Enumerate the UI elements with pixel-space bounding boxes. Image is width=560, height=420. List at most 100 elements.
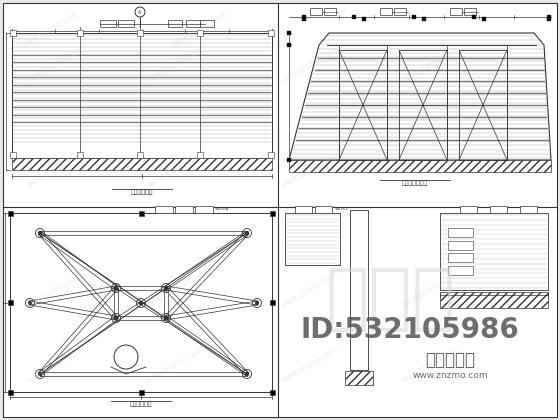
Bar [459,50,507,160]
Bar [200,20,214,27]
Circle shape [245,372,249,376]
Bar [440,213,548,290]
Text: A: A [138,10,142,15]
Bar [380,8,392,15]
Bar [7,389,12,394]
Text: www.znzmo.com: www.znzmo.com [280,150,340,190]
Bar [12,158,272,170]
Circle shape [28,301,32,305]
Bar [175,206,193,213]
Text: ID:532105986: ID:532105986 [301,316,519,344]
Bar [399,50,447,160]
Circle shape [38,372,42,376]
Text: www.znzmo.com: www.znzmo.com [145,345,205,385]
Circle shape [255,301,259,305]
Bar [295,206,312,213]
Text: www.znzmo.com: www.znzmo.com [400,45,460,85]
Bar [287,158,291,162]
Text: www.znzmo.com: www.znzmo.com [25,150,85,190]
Bar [520,206,537,213]
Bar [472,15,476,19]
Bar [269,300,274,305]
Bar [450,8,462,15]
Bar [10,30,16,36]
Text: www.znzmo.com: www.znzmo.com [25,45,85,85]
Bar [155,206,173,213]
Bar [137,30,143,36]
Text: www.znzmo.com: www.znzmo.com [412,372,488,381]
Bar [168,20,182,27]
Bar [412,15,416,19]
Text: 知禾厂: 知禾厂 [325,265,455,334]
Circle shape [164,286,168,290]
Circle shape [114,316,118,320]
Bar [448,253,473,262]
Bar [10,152,16,158]
Text: 900×2: 900×2 [335,207,349,212]
Bar [7,210,12,215]
Circle shape [38,231,42,235]
Bar [77,152,83,158]
Bar [339,50,387,160]
Text: www.znzmo.com: www.znzmo.com [400,345,460,385]
Text: 平面的立面图: 平面的立面图 [130,401,152,407]
Bar [482,17,486,21]
Bar [138,210,143,215]
Circle shape [139,301,143,305]
Bar [118,20,134,27]
Bar [269,389,274,394]
Bar [197,30,203,36]
Text: www.znzmo.com: www.znzmo.com [25,345,85,385]
Bar [287,43,291,47]
Bar [302,17,306,21]
Bar [352,15,356,19]
Text: www.znzmo.com: www.znzmo.com [280,270,340,310]
Bar [324,8,336,15]
Bar [547,17,551,21]
Bar [422,17,426,21]
Bar [362,17,366,21]
Bar [268,152,274,158]
Bar [315,206,332,213]
Bar [547,15,551,19]
Text: www.znzmo.com: www.znzmo.com [145,45,205,85]
Text: www.znzmo.com: www.znzmo.com [145,270,205,310]
Bar [287,31,291,35]
Text: 平面的外立面图: 平面的外立面图 [402,180,428,186]
Bar [345,371,373,385]
Bar [137,152,143,158]
Bar [440,292,548,308]
Text: www.znzmo.com: www.znzmo.com [400,150,460,190]
Bar [268,30,274,36]
Bar [350,210,368,370]
Circle shape [114,286,118,290]
Bar [7,300,12,305]
Text: www.znzmo.com: www.znzmo.com [280,45,340,85]
Bar [289,160,551,172]
Bar [302,15,306,19]
Text: 900×A: 900×A [215,207,229,212]
Bar [269,210,274,215]
Bar [460,206,477,213]
Bar [448,228,473,237]
Text: www.znzmo.com: www.znzmo.com [145,150,205,190]
Text: 平面的平面图: 平面的平面图 [130,189,153,195]
Bar [464,8,476,15]
Bar [197,152,203,158]
Bar [77,30,83,36]
Text: 知禾资料库: 知禾资料库 [425,351,475,369]
Bar [100,20,116,27]
Circle shape [245,231,249,235]
Bar [448,266,473,275]
Bar [310,8,322,15]
Bar [10,213,272,392]
Bar [12,33,272,158]
Bar [448,241,473,250]
Polygon shape [289,33,551,160]
Text: www.znzmo.com: www.znzmo.com [280,345,340,385]
Bar [138,389,143,394]
Bar [285,213,340,265]
Bar [186,20,200,27]
Bar [490,206,507,213]
Bar [394,8,406,15]
